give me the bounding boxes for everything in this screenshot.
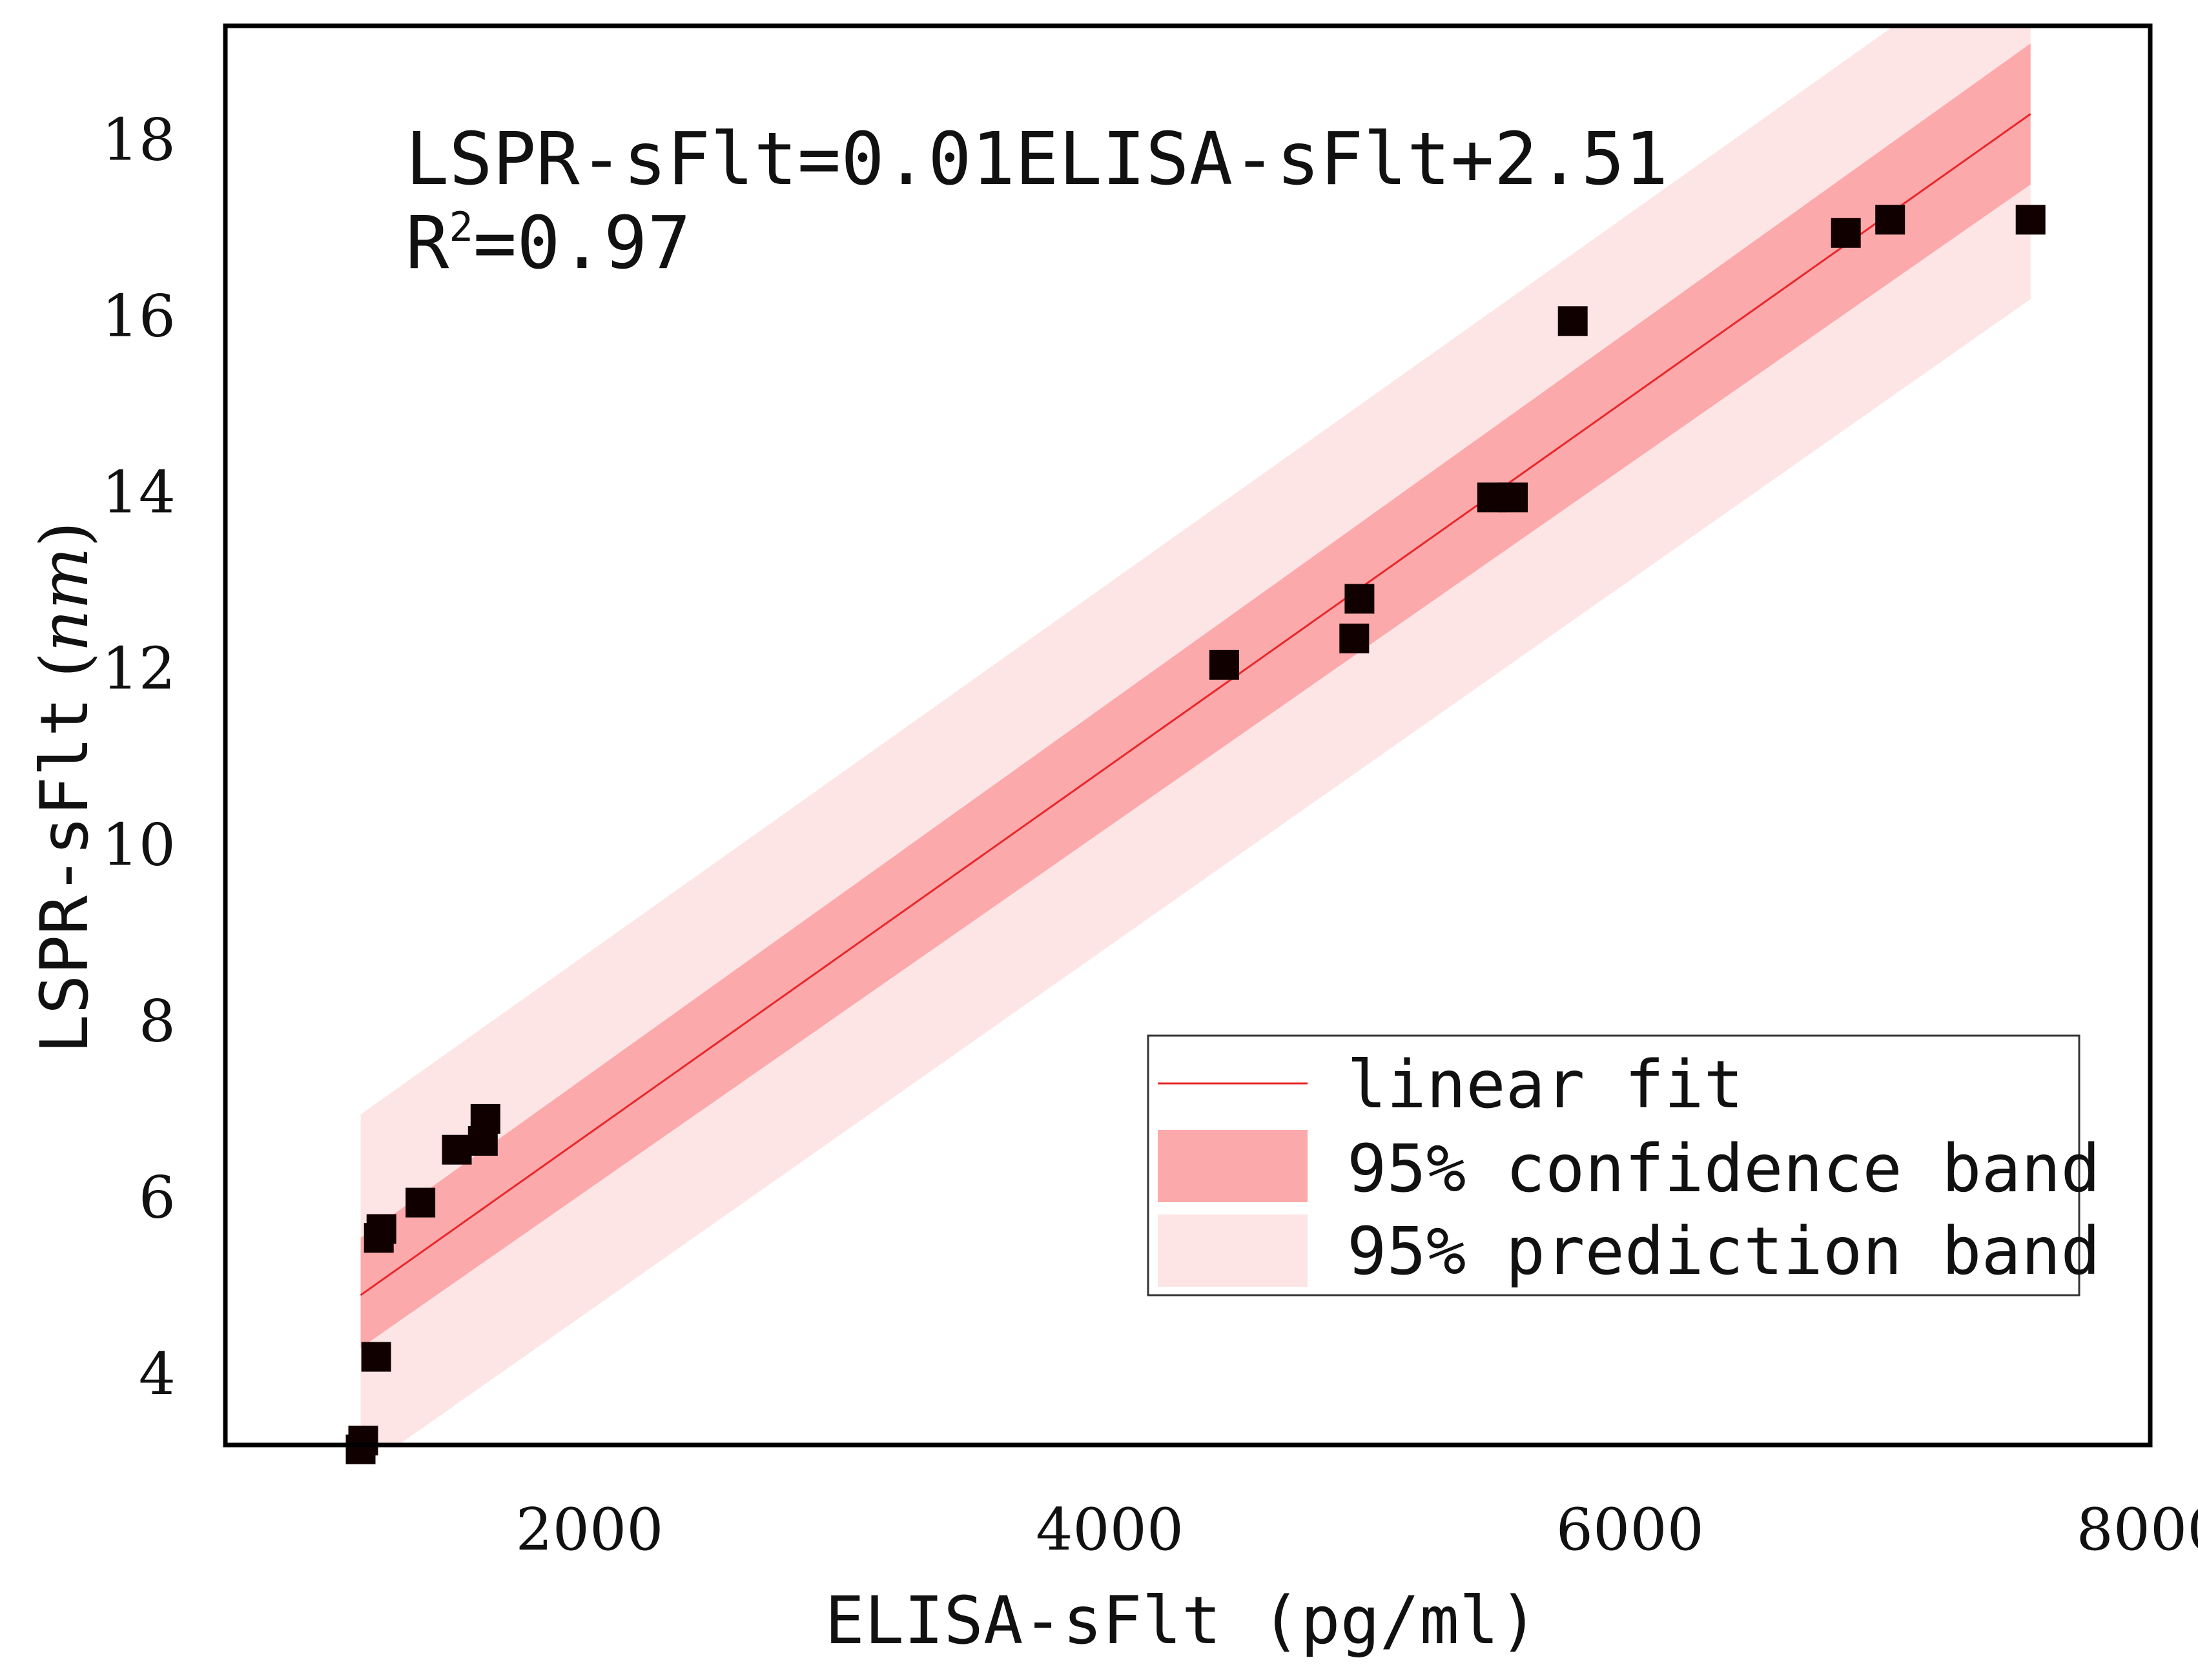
y-tick-label: 6 [139,1164,176,1232]
plot-frame [223,23,2153,1448]
data-point-17 [2015,205,2046,235]
y-axis-label: LSPR-sFlt(nm) [26,522,103,1054]
data-point-11 [1344,584,1375,614]
x-axis-ticks: 2000 4000 6000 8000 [515,1496,2198,1564]
legend-label-confidence: 95% confidence band [1347,1131,2100,1207]
data-point-15 [1831,218,1861,248]
data-point-5 [406,1187,436,1218]
confidence-band-area [360,43,2031,1348]
x-axis-label: ELISA-sFlt (pg/ml) [825,1583,1538,1659]
data-point-1 [348,1426,378,1456]
x-tick-label: 8000 [2076,1496,2198,1564]
data-point-13 [1498,482,1528,513]
y-tick-label: 12 [101,635,176,703]
fit-equation: LSPR-sFlt=0.01ELISA-sFlt+2.51 [406,118,1668,201]
legend-swatch-prediction [1158,1214,1308,1287]
data-point-10 [1339,623,1370,653]
legend: linear fit 95% confidence band 95% predi… [1147,1034,2100,1296]
y-tick-label: 4 [139,1340,176,1408]
y-tick-label: 10 [101,812,176,879]
y-axis-ticks: 4 6 8 10 12 14 16 18 [101,106,176,1408]
legend-label-fit: linear fit [1347,1047,1743,1123]
x-tick-label: 4000 [1036,1496,1184,1564]
data-point-16 [1875,205,1905,235]
y-tick-label: 18 [101,106,176,174]
y-tick-label: 8 [139,988,176,1056]
linear-fit-line [360,113,2031,1296]
y-tick-label: 16 [101,283,176,351]
x-tick-label: 2000 [515,1496,663,1564]
legend-label-prediction: 95% prediction band [1347,1213,2100,1290]
x-tick-label: 6000 [1556,1496,1704,1564]
data-point-9 [1209,650,1239,680]
data-point-8 [470,1103,500,1134]
data-point-3 [366,1214,396,1244]
y-tick-label: 14 [101,459,176,527]
data-markers [345,205,2046,1464]
data-point-14 [1557,306,1588,336]
r-squared: R2=0.97 [406,201,691,285]
data-point-4 [361,1342,391,1372]
data-point-6 [442,1134,472,1165]
legend-swatch-confidence [1158,1130,1308,1202]
